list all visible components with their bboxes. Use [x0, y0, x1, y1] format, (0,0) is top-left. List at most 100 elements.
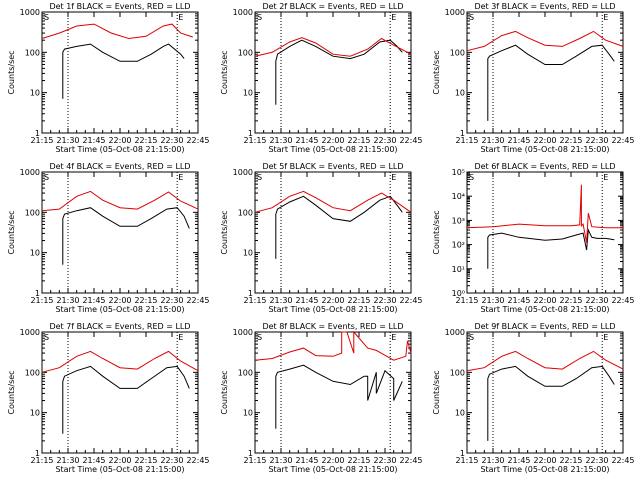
panel-det-3: Det 3f BLACK = Events, RED = LLD 1 10 100 10… [432, 2, 635, 154]
x-tick-label: 21:45 [295, 296, 318, 305]
y-tick-label: 10 [243, 249, 253, 258]
end-marker: E [603, 333, 608, 342]
x-tick-label: 21:15 [243, 456, 266, 465]
start-marker: S [257, 173, 262, 182]
x-tick-label: 21:45 [295, 136, 318, 145]
x-tick-label: 22:45 [611, 456, 634, 465]
series-lld-line [41, 190, 199, 212]
y-tick-label: 10⁵ [452, 168, 465, 177]
series-lld-line [254, 190, 412, 213]
x-axis-label: Start Time (05-Oct-08 21:15:00) [268, 305, 397, 314]
x-axis-label: Start Time (05-Oct-08 21:15:00) [55, 145, 184, 154]
x-tick-label: 21:15 [30, 136, 53, 145]
panel-title: Det 6f BLACK = Events, RED = LLD [474, 162, 615, 171]
x-tick-label: 22:00 [108, 456, 131, 465]
x-tick-label: 21:45 [82, 136, 105, 145]
panel-title: Det 4f BLACK = Events, RED = LLD [49, 162, 190, 171]
x-tick-label: 22:30 [373, 296, 396, 305]
y-tick-label: 1 [248, 449, 253, 458]
series-lld-line [41, 23, 193, 40]
y-tick-label: 10 [30, 89, 40, 98]
x-tick-label: 22:00 [533, 456, 556, 465]
series-lld-line [41, 350, 199, 373]
series-events-line [487, 228, 615, 269]
end-marker: E [178, 173, 183, 182]
panel-det-1: Det 1f BLACK = Events, RED = LLD 1 10 100 10… [7, 2, 210, 154]
x-axis-label: Start Time (05-Oct-08 21:15:00) [55, 465, 184, 474]
panel-title: Det 7f BLACK = Events, RED = LLD [49, 322, 190, 331]
x-tick-label: 21:15 [455, 296, 478, 305]
series-lld-line [466, 30, 624, 52]
x-tick-label: 21:30 [481, 136, 504, 145]
end-marker: E [391, 333, 396, 342]
panel-det-2: Det 2f BLACK = Events, RED = LLD 1 10 100 10… [220, 2, 423, 154]
end-marker: E [391, 173, 396, 182]
x-tick-label: 22:30 [160, 296, 183, 305]
x-tick-label: 22:15 [134, 136, 157, 145]
plot-frame [41, 331, 199, 454]
plot-frame [466, 331, 624, 454]
y-tick-label: 100 [25, 208, 40, 217]
plot-frame [466, 11, 624, 134]
x-tick-label: 22:45 [399, 296, 422, 305]
y-tick-label: 1000 [445, 8, 465, 17]
y-tick-label: 1000 [445, 328, 465, 337]
x-tick-label: 22:15 [134, 296, 157, 305]
x-tick-label: 22:30 [585, 456, 608, 465]
y-tick-label: 1 [35, 449, 40, 458]
x-tick-label: 21:45 [82, 296, 105, 305]
x-tick-label: 21:45 [507, 296, 530, 305]
panel-det-9: Det 9f BLACK = Events, RED = LLD 1 10 100 10… [432, 322, 635, 474]
y-tick-label: 1000 [20, 168, 40, 177]
panel-title: Det 5f BLACK = Events, RED = LLD [262, 162, 403, 171]
series-events-line [275, 39, 403, 105]
y-axis-label: Counts/sec [432, 50, 441, 94]
panel-det-6: Det 6f BLACK = Events, RED = LLD 10⁰ 10¹ 10… [432, 162, 635, 314]
y-tick-label: 10⁴ [452, 192, 465, 201]
y-tick-label: 100 [450, 368, 465, 377]
start-marker: S [469, 173, 474, 182]
x-tick-label: 22:30 [373, 136, 396, 145]
x-tick-label: 21:30 [269, 456, 292, 465]
x-tick-label: 22:30 [585, 136, 608, 145]
end-marker: E [603, 173, 608, 182]
y-tick-label: 1 [35, 129, 40, 138]
y-tick-label: 10 [243, 89, 253, 98]
y-tick-label: 100 [238, 208, 253, 217]
x-tick-label: 22:30 [373, 456, 396, 465]
x-tick-label: 22:45 [186, 136, 209, 145]
x-tick-label: 22:00 [108, 136, 131, 145]
x-tick-label: 22:30 [160, 456, 183, 465]
panel-det-5: Det 5f BLACK = Events, RED = LLD 1 10 100 10… [220, 162, 423, 314]
plot-frame [254, 331, 412, 454]
x-tick-label: 21:45 [82, 456, 105, 465]
panel-det-8: Det 8f BLACK = Events, RED = LLD 1 10 100 10… [220, 322, 423, 474]
x-axis-label: Start Time (05-Oct-08 21:15:00) [268, 465, 397, 474]
x-tick-label: 21:15 [30, 296, 53, 305]
y-tick-label: 10 [243, 409, 253, 418]
y-axis-label: Counts/sec [220, 50, 229, 94]
x-tick-label: 22:30 [160, 136, 183, 145]
x-axis-label: Start Time (05-Oct-08 21:15:00) [480, 145, 609, 154]
y-tick-label: 10 [455, 89, 465, 98]
y-tick-label: 100 [238, 368, 253, 377]
x-tick-label: 21:30 [56, 136, 79, 145]
start-marker: S [469, 13, 474, 22]
x-tick-label: 22:15 [347, 296, 370, 305]
panel-title: Det 3f BLACK = Events, RED = LLD [474, 2, 615, 11]
y-tick-label: 1 [460, 129, 465, 138]
y-axis-label: Counts/sec [220, 370, 229, 414]
x-tick-label: 22:30 [585, 296, 608, 305]
x-tick-label: 22:00 [321, 136, 344, 145]
y-axis-label: Counts/sec [432, 210, 441, 254]
series-lld-line [254, 330, 412, 361]
x-tick-label: 21:30 [269, 296, 292, 305]
x-tick-label: 21:30 [481, 296, 504, 305]
x-tick-label: 22:45 [399, 456, 422, 465]
x-tick-label: 21:30 [56, 456, 79, 465]
y-tick-label: 10¹ [452, 265, 465, 274]
panel-det-7: Det 7f BLACK = Events, RED = LLD 1 10 100 10… [7, 322, 210, 474]
start-marker: S [44, 13, 49, 22]
x-tick-label: 22:15 [134, 456, 157, 465]
